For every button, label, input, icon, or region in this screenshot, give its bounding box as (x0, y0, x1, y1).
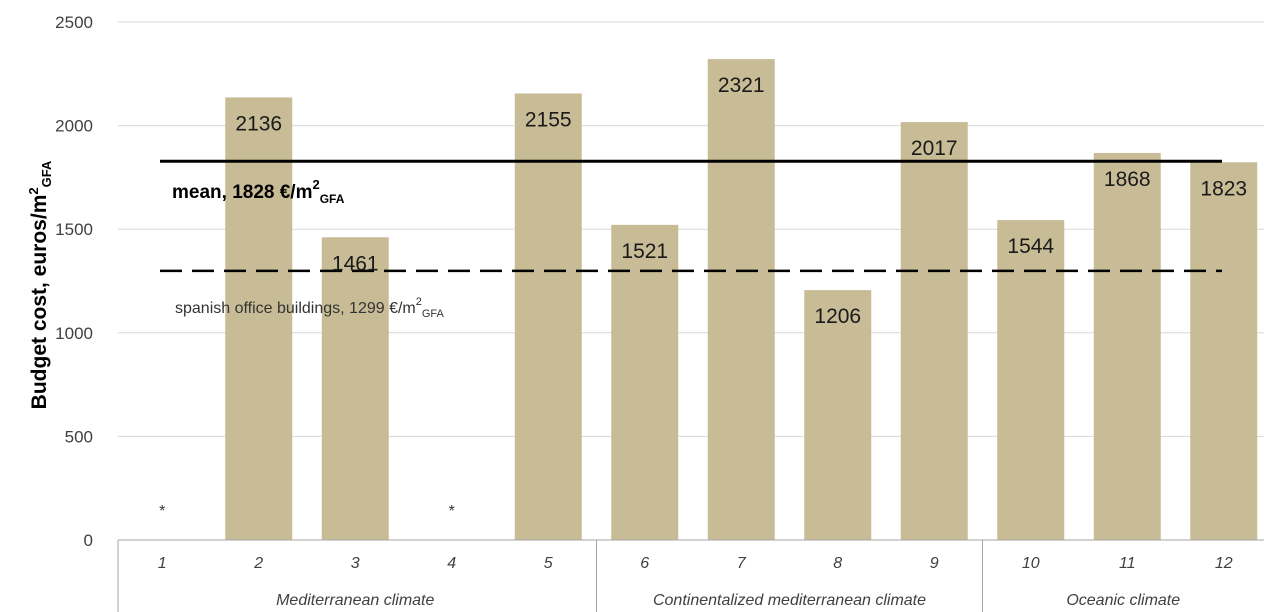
y-tick-label: 1000 (55, 324, 93, 343)
x-tick-label: 4 (447, 555, 456, 572)
y-tick-label: 1500 (55, 220, 93, 239)
bar (997, 220, 1065, 541)
data-label: 1206 (814, 305, 861, 328)
data-label: 1521 (621, 240, 668, 263)
data-label: 2017 (911, 137, 958, 160)
gridlines (118, 21, 1264, 437)
x-tick-label: 3 (351, 555, 360, 572)
x-tick-label: 5 (544, 555, 553, 572)
bars (225, 59, 1258, 541)
x-tick-label: 1 (158, 555, 167, 572)
x-tick-label: 8 (833, 555, 842, 572)
y-axis-label: Budget cost, euros/m2GFA (26, 160, 54, 409)
y-axis-ticks: 0 500 1000 1500 2000 2500 (55, 13, 93, 550)
mean-line-label: mean, 1828 €/m2GFA (172, 177, 345, 206)
x-tick-label: 11 (1119, 555, 1136, 572)
y-tick-label: 0 (84, 531, 93, 550)
bar (804, 290, 872, 540)
data-label: 2321 (718, 74, 765, 97)
bar (321, 237, 389, 540)
bar (225, 97, 293, 540)
x-tick-label: 9 (930, 555, 939, 572)
group-label: Mediterranean climate (276, 592, 434, 609)
bar (611, 224, 679, 540)
y-tick-label: 2000 (55, 117, 93, 136)
group-label: Continentalized mediterranean climate (653, 592, 926, 609)
y-tick-label: 2500 (55, 13, 93, 32)
data-labels: * 2136 1461 * 2155 1521 2321 1206 2017 1544 1868 18… (159, 74, 1247, 520)
bar (900, 122, 968, 540)
reference-line-label: spanish office buildings, 1299 €/m2GFA (175, 296, 445, 320)
data-label: 1461 (332, 252, 379, 275)
missing-data-marker: * (159, 503, 165, 520)
bar (514, 93, 582, 540)
group-label: Oceanic climate (1066, 592, 1180, 609)
bar (707, 59, 775, 540)
data-label: 1868 (1104, 168, 1151, 191)
y-tick-label: 500 (65, 427, 93, 446)
x-tick-label: 6 (640, 555, 649, 572)
x-tick-label: 7 (737, 555, 747, 572)
bar (1093, 152, 1161, 541)
reference-lines (160, 159, 1222, 273)
x-tick-label: 12 (1215, 555, 1233, 572)
data-label: 2136 (235, 112, 282, 135)
x-tick-label: 10 (1022, 555, 1040, 572)
data-label: 2155 (525, 108, 572, 131)
x-tick-label: 2 (253, 555, 263, 572)
bar (1190, 162, 1258, 540)
missing-data-marker: * (449, 503, 455, 520)
data-label: 1823 (1200, 177, 1247, 200)
data-label: 1544 (1007, 235, 1054, 258)
